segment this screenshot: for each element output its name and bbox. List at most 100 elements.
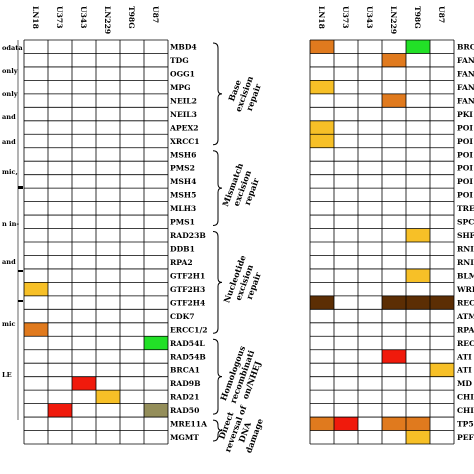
left-column-header: U87	[151, 6, 160, 23]
repair-pathway-categories: Baseexcisionrepair Mismatchexcisionrepair…	[212, 42, 267, 460]
category-label-hr: Homologousrecombination/NHEJ	[218, 344, 266, 409]
right-gene-label: RNI	[457, 245, 474, 254]
right-gene-label: RNI	[457, 258, 474, 267]
left-gene-label: CDK7	[170, 312, 195, 321]
left-gene-label: PMS1	[170, 218, 195, 227]
legend-mark	[18, 300, 23, 302]
right-gene-label: RPA	[457, 325, 474, 334]
right-gene-label: MD	[457, 379, 472, 388]
right-cell-darkbrown	[430, 295, 454, 310]
left-gene-label: MBD4	[170, 43, 197, 52]
right-gene-label: ATM	[456, 312, 474, 321]
legend-fragment: odata	[2, 44, 23, 52]
left-column-header: U373	[55, 6, 64, 28]
right-cell-yellow	[406, 430, 430, 444]
legend-mark	[18, 186, 23, 189]
right-gene-label: TRE	[457, 204, 474, 213]
right-cell-orange	[310, 417, 334, 431]
right-cell-red	[334, 417, 358, 431]
legend-fragment: and	[2, 258, 16, 266]
left-gene-label: TDG	[170, 56, 189, 65]
left-gene-label: RAD54L	[170, 339, 205, 348]
right-gene-label: FAN	[457, 69, 474, 78]
left-column-header: LN18	[31, 6, 40, 29]
legend-fragment: only	[2, 90, 18, 98]
right-gene-label: ATI	[456, 352, 472, 361]
right-gene-label: POI	[457, 164, 473, 173]
left-gene-label: RAD21	[170, 393, 199, 402]
right-cell-orange	[310, 40, 334, 54]
right-gene-label: FAN	[457, 83, 474, 92]
right-cell-yellow	[310, 80, 334, 94]
right-gene-label: PKI	[457, 110, 473, 119]
right-cell-darkbrown	[406, 295, 430, 310]
right-cell-orange	[382, 417, 406, 431]
left-gene-label: RAD23B	[170, 231, 206, 240]
right-cell-orange	[382, 93, 406, 108]
left-gene-label: BRCA1	[170, 366, 200, 375]
left-gene-label: RAD9B	[170, 379, 201, 388]
right-gene-label: ATI	[456, 366, 472, 375]
left-gene-label: MSH5	[170, 191, 196, 200]
right-column-header: LN18	[317, 6, 326, 29]
legend-fragment-column: odata only only and and mic, n in-and mic LE	[2, 40, 23, 420]
category-label-drr: Directreversal ofDNAdamage	[213, 400, 267, 460]
right-cell-red	[382, 349, 406, 364]
right-column-header: LN229	[389, 6, 398, 34]
right-cell-yellow	[406, 268, 430, 283]
right-gene-label: SPC	[457, 218, 474, 227]
left-cell-orange	[24, 322, 48, 337]
left-gene-label: APEX2	[169, 123, 199, 132]
left-gene-label: ERCC1/2	[170, 325, 208, 334]
right-gene-label: TP5	[457, 420, 474, 429]
left-column-header: T98G	[127, 6, 136, 29]
right-cell-orange	[406, 417, 430, 431]
category-label-ner: Nucleotideexcisionrepair	[221, 254, 266, 311]
right-gene-label: CHI	[457, 393, 474, 402]
right-cell-yellow	[430, 363, 454, 377]
right-gene-label: POI	[457, 137, 473, 146]
right-gene-label: PEF	[457, 433, 474, 442]
legend-fragment: and	[2, 113, 16, 121]
left-cell-red	[72, 376, 96, 391]
right-gene-label: BRC	[457, 43, 474, 52]
right-gene-label: CHI	[457, 406, 474, 415]
category-brace-ber	[212, 42, 223, 146]
right-column-header: U343	[365, 6, 374, 28]
category-brace-drr	[212, 419, 223, 442]
left-gene-label: MPG	[170, 83, 191, 92]
category-label-ber: Baseexcisionrepair	[224, 71, 265, 116]
right-gene-label: POI	[457, 191, 473, 200]
right-cell-darkbrown	[382, 295, 406, 310]
category-brace-ner	[212, 231, 223, 334]
right-cell-yellow	[310, 134, 334, 148]
legend-fragment: and	[2, 138, 16, 146]
left-cell-yellow	[24, 282, 48, 296]
right-gene-label: SHF	[457, 231, 474, 240]
left-gene-label: MSH6	[170, 150, 196, 159]
legend-fragment: only	[2, 67, 18, 75]
left-column-header: U343	[79, 6, 88, 28]
left-column-header: LN229	[103, 6, 112, 34]
left-gene-label: MLH3	[170, 204, 196, 213]
right-gene-label: REC	[457, 298, 474, 307]
right-column-header: U87	[437, 6, 446, 23]
left-gene-label: NEIL2	[170, 96, 197, 105]
right-gene-label: POI	[457, 177, 473, 186]
right-cell-yellow	[310, 120, 334, 135]
right-gene-label: FAN	[457, 56, 474, 65]
legend-fragment: LE	[2, 371, 12, 379]
category-brace-mmr	[212, 150, 223, 227]
left-gene-label: MSH4	[170, 177, 196, 186]
left-gene-label: PMS2	[170, 164, 195, 173]
right-gene-label: WRI	[456, 285, 474, 294]
legend-fragment: n in-	[2, 220, 19, 228]
right-cell-green	[406, 40, 430, 54]
left-cell-red	[48, 403, 72, 418]
left-gene-label: NEIL3	[170, 110, 197, 119]
left-cell-green	[144, 336, 168, 350]
left-heatmap-panel: LN18 U373 U343 LN229 T98G U87 MBD4 TDG OGG1 MPG NE…	[23, 6, 208, 445]
right-gene-label: BLM	[457, 271, 474, 280]
